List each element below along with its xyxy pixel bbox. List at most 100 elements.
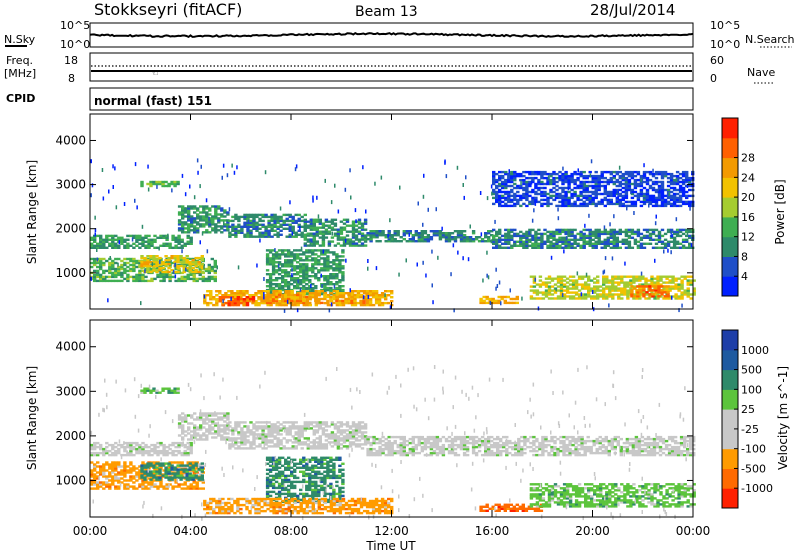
heatmap-cell: [672, 178, 677, 182]
heatmap-cell: [498, 198, 502, 202]
heatmap-cell: [117, 449, 121, 453]
heatmap-cell: [519, 234, 523, 238]
heatmap-cell: [570, 188, 574, 192]
heatmap-cell: [537, 242, 541, 245]
heatmap-cell: [176, 255, 180, 258]
heatmap-cell: [94, 228, 97, 233]
heatmap-cell: [252, 433, 256, 436]
heatmap-cell: [609, 236, 613, 239]
heatmap-cell: [303, 429, 307, 432]
heatmap-cell: [668, 192, 670, 197]
heatmap-cell: [627, 236, 632, 239]
heatmap-cell: [112, 164, 114, 169]
heatmap-cell: [217, 207, 221, 210]
heatmap-cell: [153, 443, 157, 447]
heatmap-cell: [153, 234, 157, 238]
heatmap-cell: [217, 432, 221, 435]
heatmap-cell: [299, 225, 301, 230]
heatmap-cell: [549, 180, 553, 184]
heatmap-cell: [540, 172, 544, 176]
heatmap-cell: [672, 236, 677, 239]
heatmap-cell: [558, 186, 562, 190]
heatmap-cell: [153, 451, 157, 455]
heatmap-cell: [189, 449, 193, 453]
heatmap-cell: [99, 451, 103, 455]
heatmap-cell: [594, 196, 598, 200]
heatmap-cell: [194, 256, 198, 260]
heatmap-cell: [318, 230, 322, 233]
heatmap-cell: [293, 298, 297, 301]
heatmap-cell: [665, 289, 669, 292]
heatmap-cell: [585, 272, 588, 277]
heatmap-cell: [683, 275, 687, 278]
heatmap-cell: [342, 431, 347, 434]
y-tick-label: 3000: [55, 178, 86, 192]
heatmap-cell: [239, 292, 243, 295]
heatmap-cell: [149, 256, 153, 260]
heatmap-cell: [317, 259, 321, 262]
heatmap-cell: [209, 298, 213, 301]
heatmap-cell: [230, 300, 235, 303]
heatmap-cell: [285, 235, 289, 238]
heatmap-cell: [324, 232, 329, 235]
heatmap-cell: [408, 232, 412, 235]
heatmap-cell: [183, 443, 187, 447]
heatmap-cell: [226, 221, 230, 224]
heatmap-cell: [606, 198, 610, 202]
heatmap-cell: [627, 230, 632, 234]
heatmap-cell: [332, 294, 337, 297]
heatmap-cell: [240, 441, 244, 444]
heatmap-cell: [630, 190, 635, 194]
heatmap-cell: [665, 277, 669, 280]
heatmap-cell: [602, 287, 606, 290]
heatmap-cell: [196, 223, 200, 226]
heatmap-cell: [273, 423, 277, 426]
heatmap-cell: [670, 250, 672, 255]
heatmap-cell: [462, 256, 464, 261]
heatmap-cell: [218, 296, 222, 299]
heatmap-cell: [549, 242, 553, 245]
heatmap-cell: [656, 275, 660, 278]
heatmap-cell: [608, 279, 612, 282]
heatmap-cell: [501, 174, 505, 178]
heatmap-cell: [485, 301, 489, 305]
heatmap-cell: [549, 244, 553, 247]
heatmap-cell: [305, 263, 309, 266]
heatmap-cell: [630, 293, 634, 296]
heatmap-cell: [688, 242, 692, 245]
heatmap-cell: [651, 293, 655, 296]
heatmap-cell: [501, 182, 505, 186]
heatmap-cell: [587, 283, 591, 286]
heatmap-cell: [234, 423, 238, 426]
heatmap-cell: [309, 234, 313, 237]
heatmap-cell: [651, 188, 656, 192]
heatmap-cell: [654, 238, 659, 241]
heatmap-cell: [484, 240, 488, 243]
heatmap-cell: [153, 238, 157, 241]
heatmap-cell: [231, 431, 235, 434]
heatmap-cell: [324, 435, 329, 438]
heatmap-cell: [480, 238, 485, 241]
heatmap-cell: [609, 198, 613, 202]
heatmap-cell: [220, 430, 224, 433]
heatmap-cell: [96, 271, 100, 275]
heatmap-cell: [555, 172, 559, 176]
heatmap-cell: [618, 182, 622, 186]
heatmap-cell: [236, 298, 241, 301]
heatmap-cell: [585, 184, 589, 188]
heatmap-cell: [264, 447, 268, 450]
heatmap-cell: [504, 242, 508, 245]
heatmap-cell: [582, 170, 586, 174]
heatmap-cell: [230, 296, 232, 301]
heatmap-cell: [627, 246, 632, 249]
heatmap-cell: [180, 240, 184, 243]
heatmap-cell: [645, 236, 650, 239]
heatmap-cell: [303, 437, 307, 440]
heatmap-cell: [177, 234, 181, 238]
heatmap-cell: [372, 234, 376, 237]
heatmap-cell: [318, 421, 322, 424]
heatmap-cell: [582, 232, 586, 236]
heatmap-cell: [300, 443, 304, 446]
heatmap-cell: [686, 275, 690, 278]
heatmap-cell: [525, 188, 529, 192]
